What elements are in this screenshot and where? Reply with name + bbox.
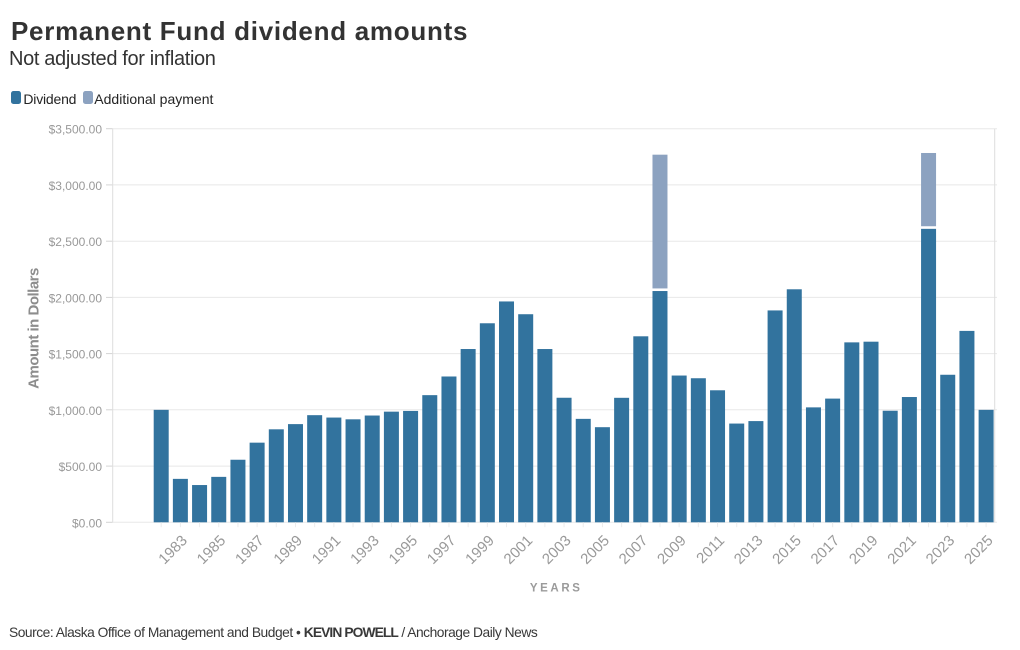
svg-text:2025: 2025: [961, 532, 997, 568]
svg-text:1995: 1995: [385, 532, 421, 568]
svg-text:2021: 2021: [884, 532, 920, 568]
svg-text:2015: 2015: [769, 532, 805, 568]
svg-text:1987: 1987: [232, 532, 268, 568]
svg-text:2007: 2007: [616, 532, 652, 568]
svg-text:2013: 2013: [731, 532, 767, 568]
svg-text:1991: 1991: [309, 532, 345, 568]
svg-text:$3,500.00: $3,500.00: [49, 123, 103, 137]
svg-text:$2,500.00: $2,500.00: [49, 235, 103, 249]
svg-text:1993: 1993: [347, 532, 383, 568]
svg-text:$1,500.00: $1,500.00: [49, 348, 103, 362]
svg-text:1985: 1985: [194, 532, 230, 568]
svg-text:$0.00: $0.00: [72, 516, 102, 530]
svg-text:YEARS: YEARS: [530, 583, 583, 595]
svg-text:1997: 1997: [424, 532, 460, 568]
svg-text:$1,000.00: $1,000.00: [49, 404, 103, 418]
svg-text:$3,000.00: $3,000.00: [49, 179, 103, 193]
svg-text:1999: 1999: [462, 532, 498, 568]
svg-text:2023: 2023: [923, 532, 959, 568]
svg-text:2003: 2003: [539, 532, 575, 568]
svg-text:2017: 2017: [808, 532, 844, 568]
svg-text:2019: 2019: [846, 532, 882, 568]
svg-text:2001: 2001: [501, 532, 537, 568]
svg-text:$2,000.00: $2,000.00: [49, 291, 103, 305]
svg-text:2009: 2009: [654, 532, 690, 568]
svg-text:1989: 1989: [270, 532, 306, 568]
svg-text:Amount in Dollars: Amount in Dollars: [25, 268, 42, 389]
svg-text:$500.00: $500.00: [59, 460, 103, 474]
svg-text:2011: 2011: [693, 532, 728, 567]
svg-text:2005: 2005: [577, 532, 613, 568]
svg-text:1983: 1983: [155, 532, 191, 568]
